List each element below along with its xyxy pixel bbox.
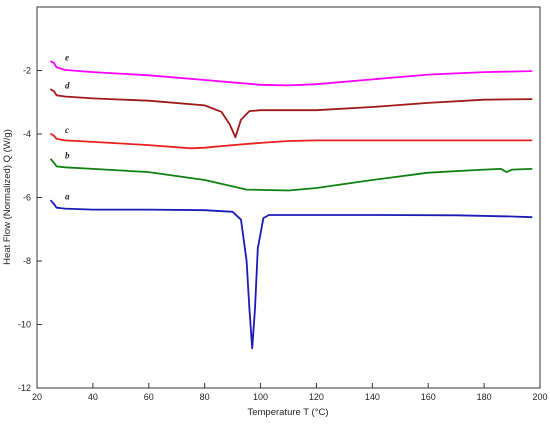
x-tick-label: 140 bbox=[365, 392, 380, 402]
x-tick-label: 180 bbox=[477, 392, 492, 402]
x-tick-label: 80 bbox=[200, 392, 210, 402]
x-tick-label: 100 bbox=[253, 392, 268, 402]
x-tick-label: 160 bbox=[421, 392, 436, 402]
x-tick-label: 60 bbox=[144, 392, 154, 402]
y-tick-label: -2 bbox=[23, 66, 31, 76]
series-lines bbox=[50, 60, 533, 350]
y-tick-label: -4 bbox=[23, 129, 31, 139]
series-line-d bbox=[50, 88, 533, 139]
series-line-e bbox=[50, 60, 533, 87]
series-line-b bbox=[50, 158, 533, 192]
y-tick-label: -10 bbox=[18, 320, 31, 330]
x-tick-label: 200 bbox=[532, 392, 547, 402]
y-axis-label: Heat Flow (Normalized) Q (W/g) bbox=[2, 129, 13, 265]
axis-ticks: 20 40 60 80 100 120 140 160 180 200 -2 -4 -6 -8 -10 -12 bbox=[18, 66, 548, 403]
x-tick-label: 40 bbox=[88, 392, 98, 402]
series-label-a: a bbox=[65, 192, 70, 202]
y-tick-label: -8 bbox=[23, 256, 31, 266]
series-line-a bbox=[50, 199, 533, 350]
series-label-e: e bbox=[65, 53, 69, 63]
series-label-d: d bbox=[65, 81, 70, 91]
series-label-c: c bbox=[65, 125, 69, 135]
y-tick-label: -12 bbox=[18, 383, 31, 393]
plot-frame bbox=[36, 6, 541, 389]
y-tick-label: -6 bbox=[23, 193, 31, 203]
x-tick-label: 20 bbox=[32, 392, 42, 402]
x-axis-label: Temperature T (°C) bbox=[247, 407, 328, 418]
series-labels: e d c b a bbox=[65, 53, 70, 202]
series-line-c bbox=[50, 133, 533, 150]
series-label-b: b bbox=[65, 150, 70, 160]
x-tick-label: 120 bbox=[309, 392, 324, 402]
